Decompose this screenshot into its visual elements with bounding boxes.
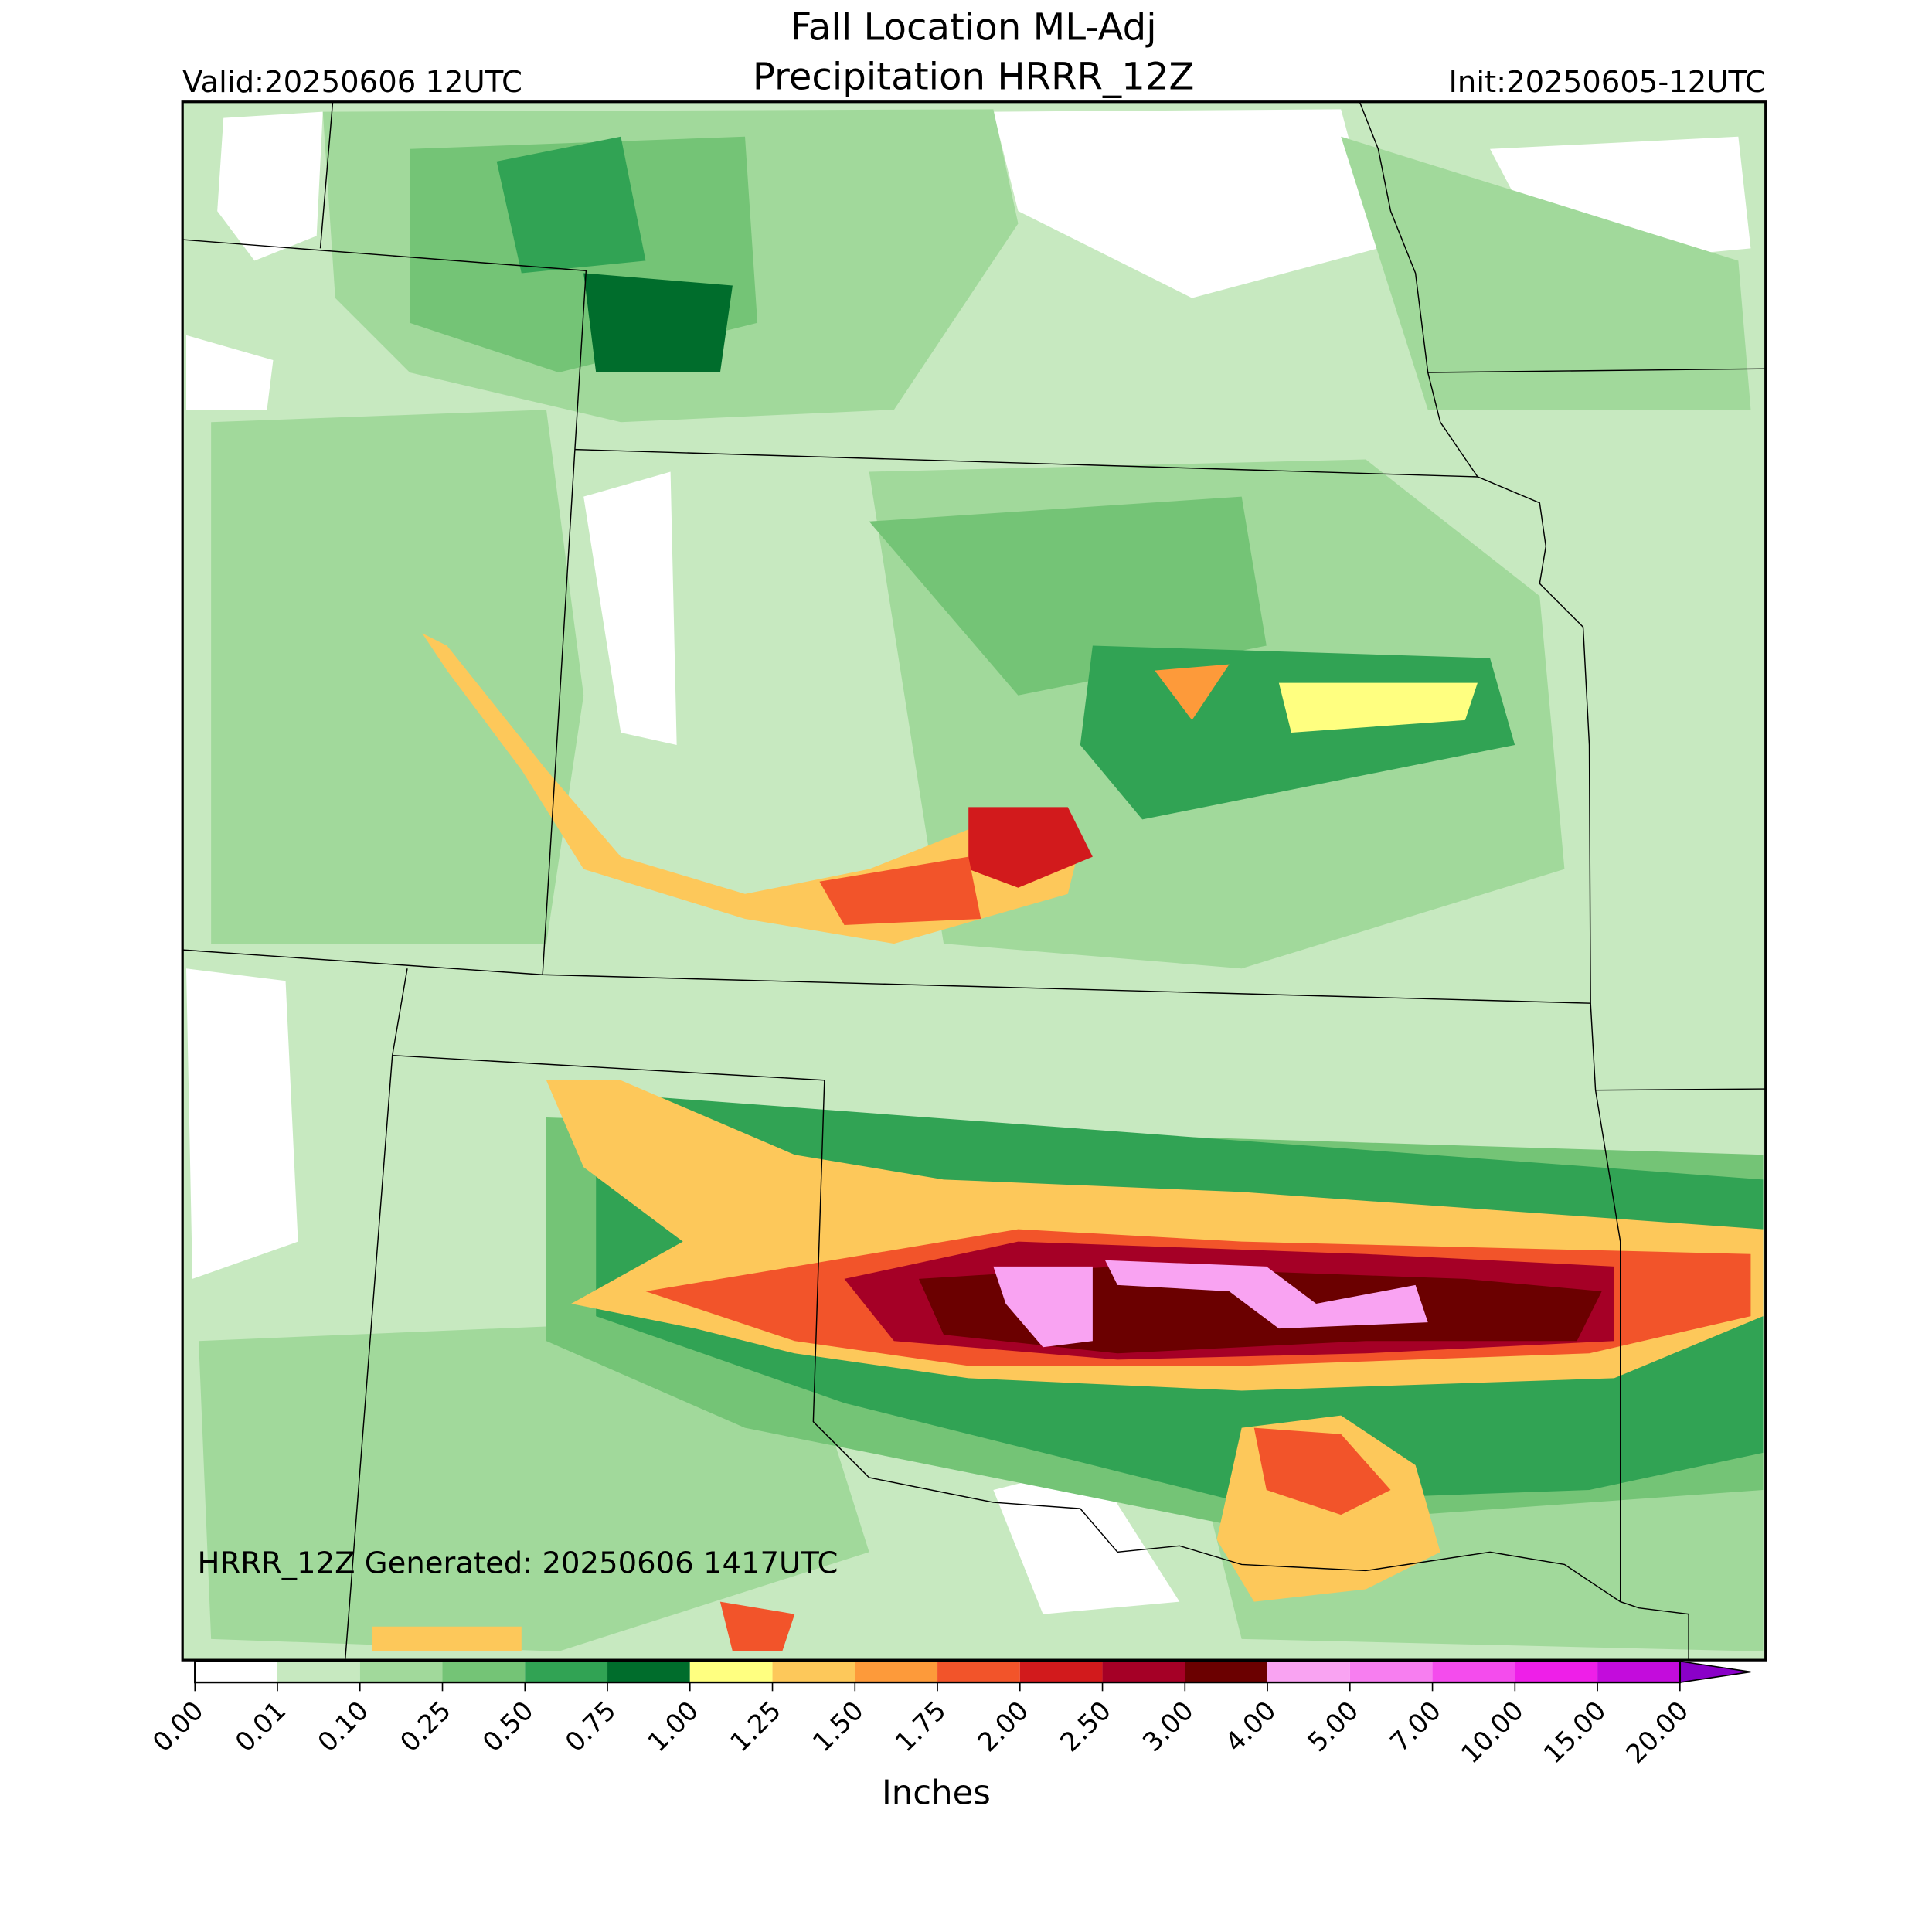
color-box xyxy=(1102,1661,1185,1683)
tick-label: 1.50 xyxy=(807,1696,869,1758)
tick-label: 20.00 xyxy=(1620,1696,1694,1770)
color-box xyxy=(1349,1661,1433,1683)
valid-time: Valid:20250606 12UTC xyxy=(182,65,522,100)
tick-label: 10.00 xyxy=(1455,1696,1529,1770)
tick-label: 0.00 xyxy=(147,1696,209,1758)
extend-arrow xyxy=(1679,1660,1751,1683)
color-box xyxy=(442,1661,526,1683)
tick-label: 15.00 xyxy=(1538,1696,1612,1770)
tick-label: 0.10 xyxy=(312,1696,375,1758)
tick-label: 2.00 xyxy=(972,1696,1035,1758)
map-frame xyxy=(181,100,1767,1662)
tick-label: 7.00 xyxy=(1384,1696,1447,1758)
tick-label: 3.00 xyxy=(1137,1696,1199,1758)
color-box xyxy=(277,1661,360,1683)
tick-label: 1.75 xyxy=(889,1696,952,1758)
colorbar: 0.00 0.01 0.10 0.25 0.50 0.75 1.00 1.25 1.50 1.75… xyxy=(147,1660,1751,1770)
color-box xyxy=(195,1661,278,1683)
tick-label: 0.01 xyxy=(230,1696,292,1758)
color-box xyxy=(607,1661,690,1683)
color-box xyxy=(1185,1661,1268,1683)
init-time: Init:20250605-12UTC xyxy=(1449,65,1766,100)
color-box xyxy=(1432,1661,1515,1683)
tick-label: 0.25 xyxy=(394,1696,457,1758)
footnote: HRRR_12Z Generated: 20250606 1417UTC xyxy=(197,1546,838,1581)
color-box xyxy=(1019,1661,1103,1683)
color-box xyxy=(772,1661,855,1683)
tick-label: 0.50 xyxy=(477,1696,539,1758)
color-box xyxy=(1515,1661,1598,1683)
color-box xyxy=(855,1661,938,1683)
tick-label: 1.00 xyxy=(642,1696,705,1758)
tick-label: 0.75 xyxy=(560,1696,622,1758)
color-box xyxy=(1597,1661,1680,1683)
color-box xyxy=(937,1661,1020,1683)
color-box xyxy=(1267,1661,1350,1683)
tick-label: 1.25 xyxy=(724,1696,787,1758)
title: Fall Location ML-Adj xyxy=(791,5,1157,49)
tick-label: 4.00 xyxy=(1219,1696,1282,1758)
colorbar-label: Inches xyxy=(882,1774,991,1813)
color-box xyxy=(525,1661,608,1683)
precip-field xyxy=(182,101,1766,1661)
tick-label: 5.00 xyxy=(1302,1696,1365,1758)
boundaries xyxy=(182,101,1766,1661)
tick-label: 2.50 xyxy=(1054,1696,1117,1758)
color-box xyxy=(359,1661,443,1683)
subtitle: Precipitation HRRR_12Z xyxy=(753,56,1195,99)
color-box xyxy=(689,1661,773,1683)
